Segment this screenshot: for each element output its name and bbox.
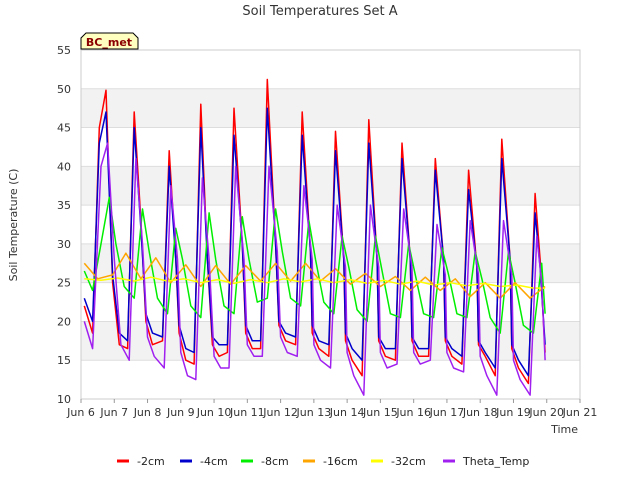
x-tick-label: Jun 11 bbox=[229, 406, 265, 419]
y-tick-labels: 10 15 20 25 30 35 40 45 50 55 bbox=[57, 44, 71, 406]
y-tick-label: 15 bbox=[57, 354, 71, 367]
legend-entry: -16cm bbox=[323, 455, 358, 468]
y-tick-label: 20 bbox=[57, 315, 71, 328]
x-tick-label: Jun 10 bbox=[196, 406, 232, 419]
x-tick-label: Jun 17 bbox=[429, 406, 465, 419]
legend-entry: Theta_Temp bbox=[462, 455, 529, 468]
y-tick-label: 10 bbox=[57, 393, 71, 406]
series-lines bbox=[83, 78, 546, 396]
x-tick-label: Jun 6 bbox=[66, 406, 95, 419]
y-tick-label: 25 bbox=[57, 277, 71, 290]
x-tick-label: Jun 14 bbox=[329, 406, 365, 419]
plot-frame bbox=[80, 49, 581, 400]
y-tick-label: 50 bbox=[57, 83, 71, 96]
y-tick-label: 30 bbox=[57, 238, 71, 251]
x-tick-label: Jun 21 bbox=[562, 406, 598, 419]
x-tick-label: Jun 12 bbox=[262, 406, 298, 419]
x-tick-label: Jun 13 bbox=[296, 406, 332, 419]
legend-entry: -8cm bbox=[261, 455, 289, 468]
y-axis-label: Soil Temperature (C) bbox=[7, 169, 20, 282]
x-tick-label: Jun 9 bbox=[166, 406, 195, 419]
plot-band bbox=[81, 166, 580, 206]
legend-entry: -2cm bbox=[137, 455, 165, 468]
plot-band bbox=[81, 88, 580, 128]
x-tick-label: Jun 19 bbox=[495, 406, 531, 419]
site-label-text: BC_met bbox=[86, 36, 132, 49]
series-line-4cm bbox=[83, 107, 546, 377]
series-line-32cm bbox=[84, 276, 546, 289]
x-tick-label: Jun 18 bbox=[462, 406, 498, 419]
site-label-badge: BC_met bbox=[80, 32, 139, 50]
y-tick-label: 45 bbox=[57, 122, 71, 135]
chart-title: Soil Temperatures Set A bbox=[242, 4, 397, 19]
y-tick-label: 40 bbox=[57, 160, 71, 173]
legend-entry: -32cm bbox=[391, 455, 426, 468]
y-tick-label: 55 bbox=[57, 44, 71, 57]
y-tick-label: 35 bbox=[57, 199, 71, 212]
x-tick-label: Jun 20 bbox=[528, 406, 564, 419]
x-tick-label: Jun 8 bbox=[133, 406, 162, 419]
legend-entry: -4cm bbox=[200, 455, 228, 468]
x-tick-label: Jun 15 bbox=[362, 406, 398, 419]
x-tick-label: Jun 7 bbox=[99, 406, 128, 419]
x-axis-label: Time bbox=[550, 423, 578, 436]
series-line-8cm bbox=[83, 196, 546, 334]
legend: -2cm -4cm -8cm -16cm -32cm Theta_Temp bbox=[117, 455, 529, 468]
x-tick-label: Jun 16 bbox=[395, 406, 431, 419]
series-line-thetatemp bbox=[83, 142, 546, 396]
